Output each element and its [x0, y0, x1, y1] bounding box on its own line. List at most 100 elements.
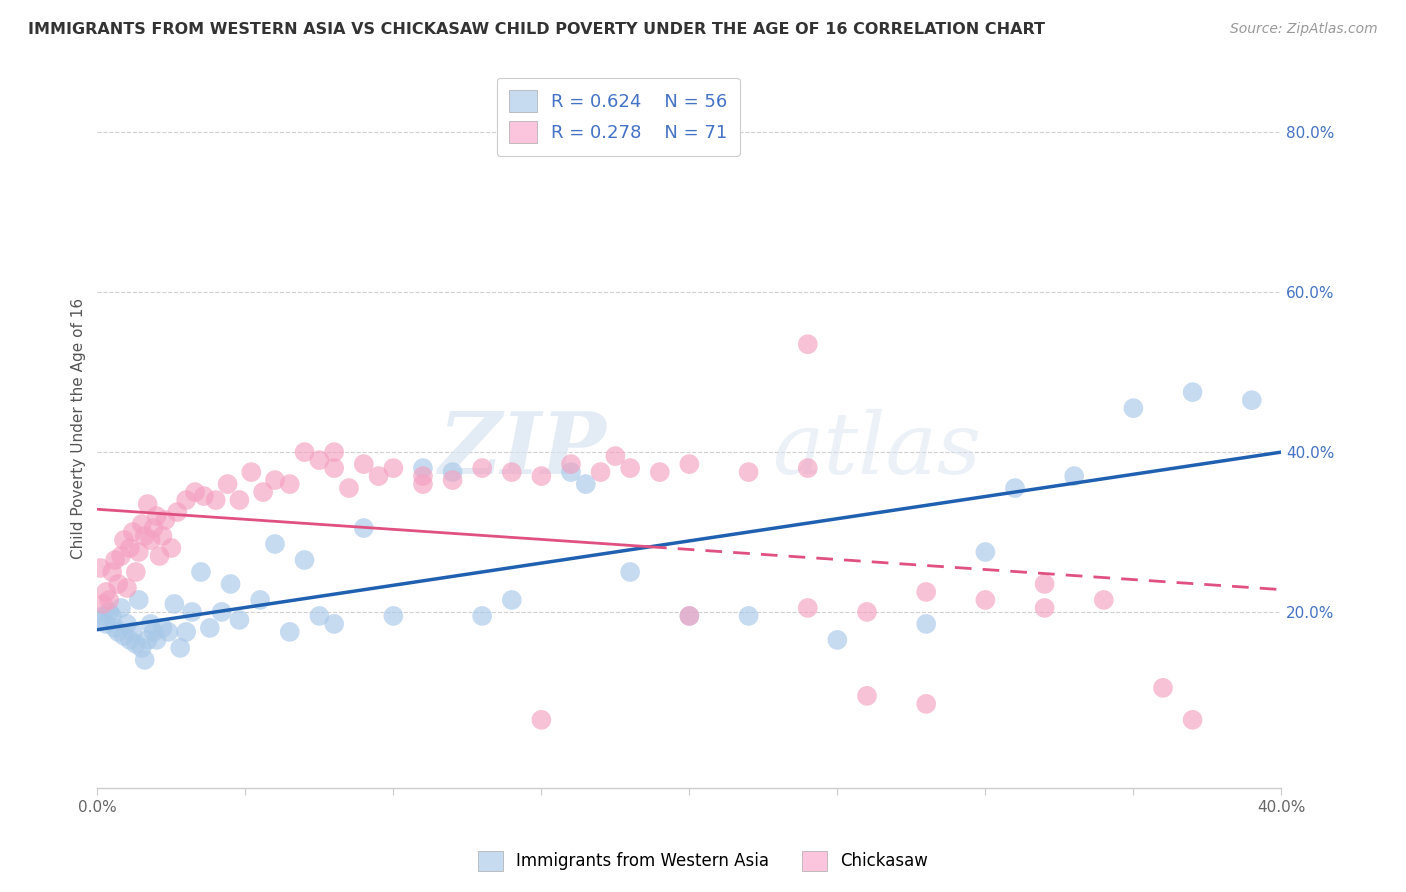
Point [264, 537, 287, 551]
Point [104, 553, 127, 567]
Point [1181, 713, 1204, 727]
Point [118, 632, 141, 647]
Point [115, 616, 138, 631]
Point [575, 477, 598, 491]
Point [797, 337, 820, 351]
Point [1092, 593, 1115, 607]
Point [136, 497, 159, 511]
Point [1033, 577, 1056, 591]
Point [142, 521, 165, 535]
Point [174, 624, 197, 639]
Point [367, 469, 389, 483]
Point [249, 593, 271, 607]
Point [471, 461, 494, 475]
Point [98, 605, 121, 619]
Point [441, 473, 464, 487]
Point [252, 485, 274, 500]
Point [560, 457, 582, 471]
Point [211, 605, 233, 619]
Text: Source: ZipAtlas.com: Source: ZipAtlas.com [1230, 22, 1378, 37]
Point [678, 457, 700, 471]
Point [412, 469, 434, 483]
Point [157, 624, 180, 639]
Point [278, 624, 301, 639]
Point [412, 477, 434, 491]
Point [128, 545, 150, 559]
Point [308, 609, 330, 624]
Point [190, 565, 212, 579]
Point [136, 632, 159, 647]
Point [412, 461, 434, 475]
Point [1004, 481, 1026, 495]
Point [278, 477, 301, 491]
Point [323, 616, 346, 631]
Point [128, 593, 150, 607]
Point [122, 624, 145, 639]
Point [145, 509, 167, 524]
Point [193, 489, 215, 503]
Point [974, 545, 997, 559]
Point [198, 621, 221, 635]
Point [915, 697, 938, 711]
Point [122, 524, 145, 539]
Legend: R = 0.624    N = 56, R = 0.278    N = 71: R = 0.624 N = 56, R = 0.278 N = 71 [496, 78, 740, 156]
Point [110, 601, 132, 615]
Point [131, 516, 153, 531]
Point [174, 493, 197, 508]
Point [166, 505, 188, 519]
Point [605, 449, 627, 463]
Point [155, 513, 177, 527]
Legend: Immigrants from Western Asia, Chickasaw: Immigrants from Western Asia, Chickasaw [470, 842, 936, 880]
Point [152, 529, 174, 543]
Point [115, 581, 138, 595]
Point [294, 445, 316, 459]
Point [89, 613, 111, 627]
Point [91, 609, 114, 624]
Point [104, 621, 127, 635]
Point [96, 616, 118, 631]
Point [217, 477, 239, 491]
Point [131, 640, 153, 655]
Point [1152, 681, 1174, 695]
Point [560, 465, 582, 479]
Point [1181, 385, 1204, 400]
Point [501, 593, 523, 607]
Point [228, 613, 250, 627]
Point [337, 481, 360, 495]
Point [169, 640, 191, 655]
Point [353, 521, 375, 535]
Point [441, 465, 464, 479]
Point [204, 493, 226, 508]
Point [181, 605, 204, 619]
Text: atlas: atlas [772, 409, 981, 491]
Point [163, 597, 186, 611]
Point [678, 609, 700, 624]
Point [323, 461, 346, 475]
Point [294, 553, 316, 567]
Point [139, 533, 162, 547]
Point [797, 461, 820, 475]
Point [125, 637, 148, 651]
Point [112, 533, 135, 547]
Point [184, 485, 207, 500]
Point [619, 565, 641, 579]
Point [134, 653, 156, 667]
Text: ZIP: ZIP [439, 408, 606, 491]
Point [323, 445, 346, 459]
Point [1033, 601, 1056, 615]
Point [89, 561, 111, 575]
Point [737, 465, 759, 479]
Point [101, 565, 124, 579]
Point [148, 549, 170, 563]
Point [118, 541, 141, 555]
Point [264, 473, 287, 487]
Point [91, 597, 114, 611]
Y-axis label: Child Poverty Under the Age of 16: Child Poverty Under the Age of 16 [72, 298, 86, 558]
Point [145, 632, 167, 647]
Point [228, 493, 250, 508]
Point [915, 585, 938, 599]
Point [1122, 401, 1144, 416]
Point [101, 609, 124, 624]
Point [139, 616, 162, 631]
Point [856, 605, 879, 619]
